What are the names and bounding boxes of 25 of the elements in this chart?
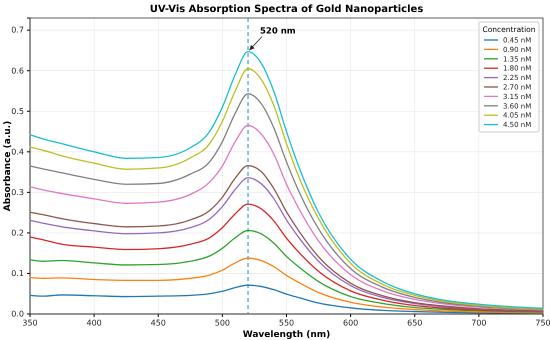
y-axis-title: Absorbance (a.u.): [3, 120, 13, 212]
y-tick-label: 0.0: [11, 310, 24, 319]
y-tick-label: 0.4: [11, 147, 24, 156]
line-series: [29, 257, 544, 314]
x-tick-label: 350: [22, 318, 38, 328]
x-axis-title: Wavelength (nm): [242, 330, 330, 340]
line-series: [29, 284, 544, 314]
x-tick-label: 550: [278, 318, 294, 328]
x-tick-label: 750: [535, 318, 550, 328]
y-tick-label: 0.3: [11, 188, 24, 197]
y-tick-label: 0.5: [11, 106, 24, 116]
y-tick-label: 0.1: [11, 269, 24, 278]
x-tick-label: 700: [471, 318, 487, 328]
y-tick-label: 0.6: [11, 66, 24, 76]
y-tick-label: 0.2: [11, 228, 24, 238]
x-tick-label: 650: [407, 318, 422, 328]
y-tick-label: 0.7: [11, 26, 24, 35]
x-tick-label: 400: [86, 318, 102, 328]
line-series: [29, 230, 544, 313]
x-tick-label: 450: [150, 318, 166, 328]
annotation: 520 nm: [260, 26, 296, 37]
chart-title: UV-Vis Absorption Spectra of Gold Nanoparticles: [150, 4, 424, 15]
line-series: [29, 203, 544, 312]
x-tick-label: 600: [342, 318, 358, 328]
x-tick-label: 500: [214, 318, 230, 328]
